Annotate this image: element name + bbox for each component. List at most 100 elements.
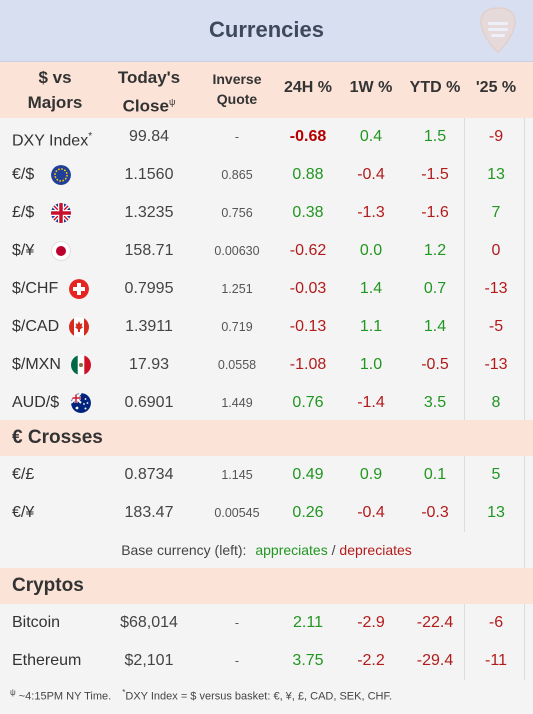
change-1w: 1.4	[359, 280, 383, 297]
change-1w: -1.3	[357, 204, 385, 221]
close-value: 0.8734	[124, 466, 174, 483]
eu-flag-icon	[51, 165, 71, 185]
inverse-value: 1.251	[221, 282, 253, 296]
change-ytd: 0.1	[423, 466, 447, 483]
change-2025: -5	[488, 318, 504, 335]
pair-name: DXY Index*	[12, 118, 92, 156]
footnote-mark-dxy: *	[122, 688, 126, 697]
pair-name: £/$	[12, 204, 35, 221]
table-row[interactable]: €/¥ 183.47 0.00545 0.26 -0.4 -0.3 13	[0, 494, 533, 532]
column-header: $ vs Majors Today's Closeψ Inverse Quote…	[0, 62, 533, 118]
section-title: Cryptos	[12, 575, 84, 596]
change-ytd: 1.2	[423, 242, 447, 259]
change-1w: 0.0	[359, 242, 383, 259]
table-row[interactable]: $/¥ 158.71 0.00630 -0.62 0.0 1.2 0	[0, 232, 533, 270]
table-row[interactable]: $/MXN 17.93 0.0558 -1.08 1.0 -0.5 -13	[0, 346, 533, 384]
table-row[interactable]: Bitcoin $68,014 - 2.11 -2.9 -22.4 -6	[0, 604, 533, 642]
col-close-line2: Closeψ	[105, 90, 193, 119]
pair-label: DXY Index	[12, 132, 89, 150]
footnote: ψ ~4:15PM NY Time. *DXY Index = $ versus…	[10, 688, 392, 703]
pair-name: $/¥	[12, 242, 35, 259]
inverse-value: 0.00630	[214, 244, 260, 258]
close-value: 183.47	[124, 504, 174, 521]
change-ytd: -29.4	[416, 652, 454, 669]
change-24h: -0.13	[289, 318, 327, 335]
inverse-value: -	[234, 616, 240, 630]
canada-flag-icon	[69, 317, 89, 337]
table-row[interactable]: Ethereum $2,101 - 3.75 -2.2 -29.4 -11	[0, 642, 533, 680]
col-majors-line2: Majors	[27, 93, 83, 112]
change-2025: 7	[491, 204, 501, 221]
col-24h: 24H %	[283, 79, 333, 96]
change-ytd: -22.4	[416, 614, 454, 631]
table-row[interactable]: €/£ 0.8734 1.145 0.49 0.9 0.1 5	[0, 456, 533, 494]
change-2025: 5	[491, 466, 501, 483]
pair-name: €/$	[12, 166, 35, 183]
column-divider	[464, 118, 465, 422]
col-2025: '25 %	[475, 79, 517, 96]
crypto-name: Bitcoin	[12, 614, 61, 631]
inverse-value: 0.865	[221, 168, 253, 182]
crypto-name: Ethereum	[12, 652, 82, 669]
change-ytd: 0.7	[423, 280, 447, 297]
col-1w: 1W %	[349, 79, 393, 96]
change-24h: 0.49	[292, 466, 324, 483]
change-24h: 0.76	[292, 394, 324, 411]
change-2025: -13	[484, 356, 508, 373]
change-ytd: -1.6	[421, 204, 449, 221]
inverse-value: 0.0558	[217, 358, 257, 372]
title-bar: Currencies	[0, 0, 533, 62]
table-row[interactable]: $/CHF 0.7995 1.251 -0.03 1.4 0.7 -13	[0, 270, 533, 308]
table-row[interactable]: €/$ 1.1560 0.865 0.88 -0.4 -1.5 13	[0, 156, 533, 194]
change-ytd: 1.4	[423, 318, 447, 335]
col-inverse: Inverse Quote	[195, 69, 279, 109]
inverse-value: 0.719	[221, 320, 253, 334]
change-1w: -2.2	[357, 652, 385, 669]
change-2025: -6	[488, 614, 504, 631]
col-inverse-line2: Quote	[216, 91, 258, 107]
change-1w: 0.4	[359, 128, 383, 145]
col-majors: $ vs Majors	[8, 65, 102, 115]
switzerland-flag-icon	[69, 279, 89, 299]
change-24h: 3.75	[292, 652, 324, 669]
table-row[interactable]: £/$ 1.3235 0.756 0.38 -1.3 -1.6 7	[0, 194, 533, 232]
change-ytd: 3.5	[423, 394, 447, 411]
inverse-value: 1.449	[221, 396, 253, 410]
legend-separator: /	[331, 542, 336, 558]
guitar-pick-logo-icon	[480, 7, 516, 53]
change-ytd: -0.5	[421, 356, 449, 373]
close-value: 99.84	[128, 128, 170, 145]
change-ytd: -0.3	[421, 504, 449, 521]
table-row[interactable]: DXY Index* 99.84 - -0.68 0.4 1.5 -9	[0, 118, 533, 156]
change-2025: 13	[487, 504, 505, 521]
pair-name: $/CAD	[12, 318, 60, 335]
change-ytd: 1.5	[423, 128, 447, 145]
section-title: € Crosses	[12, 427, 103, 448]
pair-name: $/MXN	[12, 356, 61, 373]
change-2025: -13	[484, 280, 508, 297]
legend-appreciates: appreciates	[255, 542, 328, 558]
close-value: $2,101	[124, 652, 174, 669]
table-row[interactable]: AUD/$ 0.6901 1.449 0.76 -1.4 3.5 8	[0, 384, 533, 422]
change-2025: 0	[491, 242, 501, 259]
close-value: 158.71	[124, 242, 174, 259]
section-header-crosses: € Crosses	[0, 420, 533, 456]
inverse-value: 0.756	[221, 206, 253, 220]
change-1w: -1.4	[357, 394, 385, 411]
col-close-line1: Today's	[117, 68, 181, 87]
change-24h: -0.62	[289, 242, 327, 259]
pair-name: €/£	[12, 466, 35, 483]
close-value: 1.3235	[124, 204, 174, 221]
dxy-footnote-mark: *	[88, 131, 93, 142]
change-24h: -0.03	[289, 280, 327, 297]
change-24h: -0.68	[289, 128, 327, 145]
inverse-value: -	[234, 130, 240, 144]
change-24h: 0.26	[292, 504, 324, 521]
col-ytd: YTD %	[409, 79, 461, 96]
table-row[interactable]: $/CAD 1.3911 0.719 -0.13 1.1 1.4 -5	[0, 308, 533, 346]
col-close-label: Close	[122, 96, 169, 116]
change-ytd: -1.5	[421, 166, 449, 183]
column-divider	[464, 604, 465, 680]
change-24h: -1.08	[289, 356, 327, 373]
change-2025: 8	[491, 394, 501, 411]
